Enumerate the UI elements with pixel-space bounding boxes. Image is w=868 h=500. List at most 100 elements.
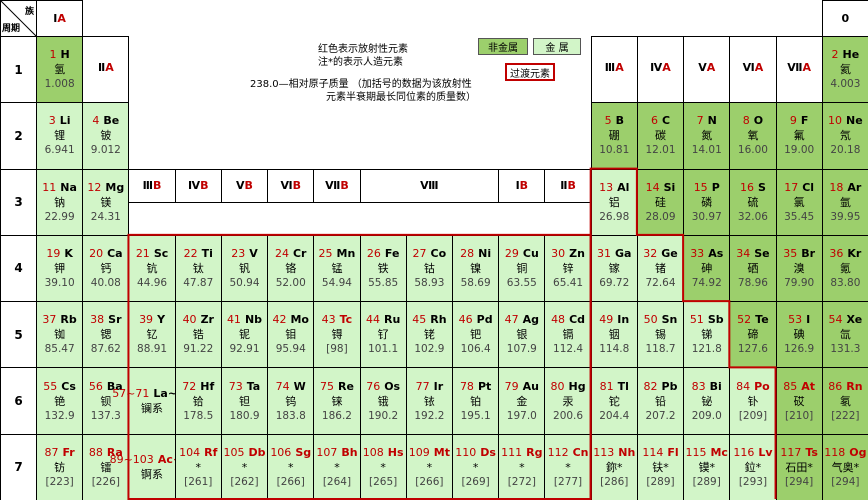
element-head: 10 Ne [828,113,863,128]
element-symbol: Tl [617,379,629,393]
element-symbol: Zr [200,313,214,327]
element-symbol: Rb [60,313,77,327]
corner-cell: 族周期 [0,0,37,37]
element-head: 54 Xe [829,312,863,327]
element-cell: 89~103Ac~Lr锕系 [110,433,195,500]
atomic-number: 35 [783,246,798,260]
element-cell: 1 H 氢 1.008 [36,36,84,104]
element-cell: 47 Ag 银 107.9 [498,301,546,369]
atomic-number: 104 [179,445,201,459]
element-name: 氖 [839,129,851,143]
element-symbol: Mt [433,445,450,459]
element-cell: 42 Mo 钼 95.94 [267,301,315,369]
atomic-number: 111 [501,445,523,459]
atomic-number: 38 [90,313,105,327]
element-symbol: At [801,379,816,393]
atomic-number: 115 [685,445,707,459]
atomic-mass: 186.2 [321,409,352,422]
period-label: 3 [0,168,37,236]
element-symbol: Fl [667,445,679,459]
element-cell: 36 Kr 氪 83.80 [821,234,868,303]
atomic-mass: 47.87 [183,276,214,289]
atomic-mass: 200.6 [553,409,584,422]
element-symbol: Te [755,313,769,327]
element-name: 铁 [377,261,389,275]
element-name: 铯 [54,394,66,408]
element-cell: 118 Og 气奥* [294] [821,433,868,500]
element-cell: 28 Ni 镍 58.69 [452,234,500,303]
element-head: 110 Ds [455,445,496,460]
atomic-mass: 22.99 [44,210,75,223]
element-head: 83 Bi [692,379,722,394]
period-label: 4 [0,234,37,303]
element-name: 镭 [100,460,112,474]
element-name: 铊 [608,394,620,408]
element-cell: 29 Cu 铜 63.55 [498,234,546,303]
atomic-number: 3 [48,114,56,128]
element-cell: 107 Bh * [264] [313,433,361,500]
element-symbol: Sg [295,445,312,459]
element-symbol: Ts [805,445,818,459]
element-cell: 104 Rf * [261] [174,433,222,500]
atomic-mass: [286] [600,475,629,488]
element-cell: 26 Fe 铁 55.85 [359,234,407,303]
atomic-mass: 54.94 [321,276,352,289]
element-cell: 45 Rh 铑 102.9 [405,301,453,369]
note: 红色表示放射性元素 [318,44,408,55]
group-roman: Ⅳ [188,179,201,193]
group-roman: Ⅰ [53,12,58,25]
element-name: 金 [516,394,528,408]
element-head: 38 Sr [90,312,121,327]
atomic-number: 42 [272,313,287,327]
group-letter: B [200,179,209,193]
atomic-number: 41 [226,313,241,327]
legend-nonmetal: 非金属 [478,38,528,55]
atomic-number: 23 [231,246,246,260]
element-cell: 37 Rb 铷 85.47 [36,301,84,369]
element-cell: 73 Ta 钽 180.9 [220,367,269,435]
element-symbol: B [615,114,624,128]
element-cell: 87 Fr 钫 [223] [36,433,84,500]
group-letter: B [153,179,162,193]
element-symbol: Al [617,180,630,194]
element-cell: 116 Lv 鉝* [293] [729,433,777,500]
atomic-mass: 32.06 [737,210,768,223]
atomic-number: 56 [88,379,103,393]
atomic-mass: 79.90 [784,276,815,289]
group-letter: B [567,179,576,193]
atomic-number: 44 [366,313,380,327]
element-symbol: Ar [847,180,862,194]
atomic-mass: 52.00 [275,276,306,289]
element-symbol: Nh [618,445,636,459]
element-cell: 74 W 钨 183.8 [267,367,315,435]
atomic-mass: [272] [507,475,536,488]
atomic-mass: 40.08 [90,276,121,289]
atomic-mass: [264] [322,475,352,488]
element-cell: 31 Ga 镓 69.72 [590,234,638,303]
element-cell: 7 N 氮 14.01 [683,102,731,170]
atomic-mass: 12.01 [645,144,676,157]
element-symbol: Se [754,246,770,260]
element-head: 35 Br [783,246,815,261]
element-cell: 40 Zr 锆 91.22 [174,301,222,369]
element-name: 锗 [654,261,666,275]
element-cell: 9 F 氟 19.00 [775,102,823,170]
group-letter: B [340,179,349,193]
atomic-number: 29 [504,246,519,260]
element-name: 钨 [285,394,297,408]
atomic-mass: 121.8 [691,343,722,356]
element-cell: 105 Db * [262] [220,433,269,500]
element-name: 锶 [100,328,112,342]
atomic-number: 36 [829,246,844,260]
element-symbol: Fr [62,445,75,459]
atomic-mass: [261] [184,475,213,488]
element-cell: 51 Sb 锑 121.8 [683,301,731,369]
group-header: 0 [821,0,868,37]
element-head: 17 Cl [784,180,814,195]
atomic-mass: 126.9 [784,343,815,356]
element-head: 114 Fl [642,445,678,460]
